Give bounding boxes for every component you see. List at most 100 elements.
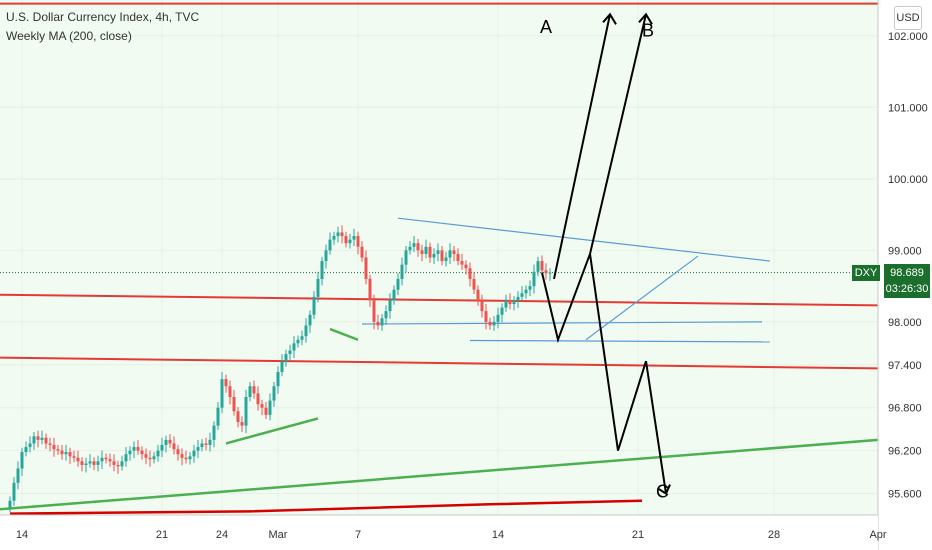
candle-body [280,361,284,372]
candle [432,248,436,264]
short-trend-line [225,417,319,445]
candle-body [216,407,220,426]
candle [372,294,376,330]
candle [192,444,196,463]
candle-body [20,452,24,469]
candle [444,251,448,267]
candle [256,386,260,411]
candle [36,430,40,448]
candle [56,444,60,455]
candle-body [28,443,32,448]
grid [0,0,879,515]
support-line-upper [0,293,879,307]
candle-body [12,482,16,501]
candle-body [532,271,536,287]
candle-body [104,457,108,460]
candle-body [416,243,420,251]
candle [284,349,288,367]
candle-body [352,236,356,240]
candle [140,446,144,460]
candle-body [408,246,412,251]
candle-body [504,300,508,308]
candle-body [444,257,448,262]
candle [360,241,364,262]
price-tick-label: 99.000 [888,245,922,257]
candle [476,285,480,306]
candle [64,444,68,461]
candle [160,437,164,458]
candle [500,303,504,323]
candle [172,436,176,455]
candle-body [544,270,548,274]
candle-body [236,411,240,423]
candle-body [524,289,528,294]
candle [364,250,368,285]
candle-body [432,253,436,258]
candle-body [500,307,504,315]
candle-body [320,261,324,279]
candle [168,434,172,448]
candle-body [108,459,112,462]
candle-body [244,396,248,426]
candle-body [164,439,168,445]
candle-body [188,456,192,460]
price-tick-label: 95.600 [888,489,922,501]
candle [88,454,92,468]
arrow-head [602,12,617,25]
candle [208,432,212,452]
currency-button[interactable]: USD [894,6,922,30]
time-tick-label: Apr [869,529,886,541]
candle [420,244,424,262]
candle [184,450,188,464]
last-price: 98.689 [890,267,924,279]
symbol-title[interactable]: U.S. Dollar Currency Index, 4h, TVC [6,10,200,24]
candle-body [232,396,236,412]
candle [100,450,104,469]
candle-body [100,457,104,462]
time-axis: 14 21 24 Mar 7 14 21 28 Apr [0,514,887,550]
candle [492,316,496,331]
weekly-ma-line [9,499,643,515]
candle [448,243,452,264]
candle [252,380,256,399]
candle [380,314,384,331]
candle-body [116,464,120,467]
price-tick-label: 98.000 [888,317,922,329]
candle-body [388,300,392,312]
candle-body [300,336,304,340]
candle [188,452,192,465]
candle-body [88,461,92,464]
candle-body [48,443,52,445]
candle [452,246,456,262]
candle-body [392,289,396,301]
price-tick-label: 101.000 [888,102,928,114]
candle [408,241,412,255]
time-axis-bg [0,515,878,550]
candle [400,257,404,286]
candle-body [536,261,540,272]
candle [108,453,112,467]
candle [248,381,252,402]
candle-body [72,456,76,458]
indicator-label[interactable]: Weekly MA (200, close) [6,29,132,43]
candle [376,314,380,330]
time-tick-label: Mar [269,529,288,541]
candle [240,416,244,433]
candle-body [148,457,152,460]
candle [148,450,152,467]
candle [196,439,200,459]
candle-body [468,268,472,279]
candle-body [528,286,532,290]
candle-body [76,457,80,462]
candle [332,231,336,245]
candle-body [220,379,224,408]
candle-body [360,246,364,258]
trendlines [0,2,879,515]
time-tick-label: 24 [216,529,228,541]
candle [68,447,72,464]
chart-legend: U.S. Dollar Currency Index, 4h, TVC Week… [6,8,199,46]
candle [276,366,280,394]
candle [28,436,32,453]
